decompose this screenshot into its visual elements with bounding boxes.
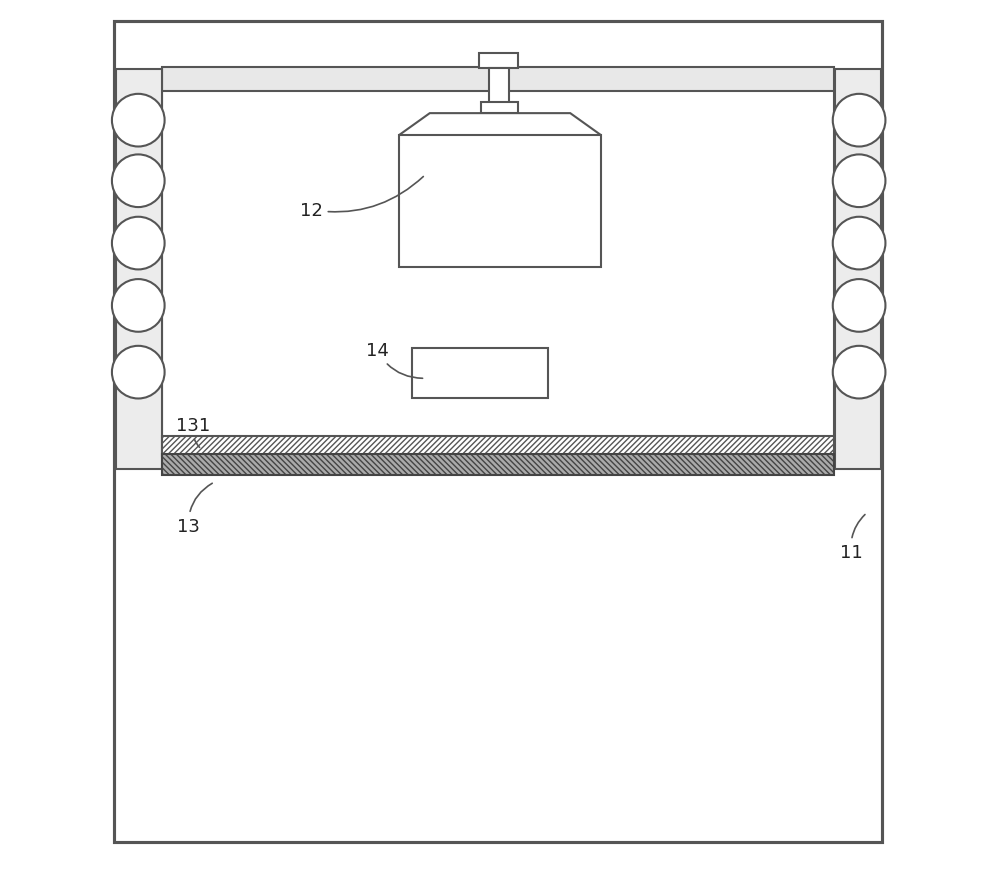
Bar: [412, 348, 548, 399]
Text: 131: 131: [176, 417, 210, 448]
Circle shape: [112, 346, 165, 399]
Circle shape: [833, 155, 885, 208]
Circle shape: [112, 95, 165, 147]
Bar: [116, 70, 162, 469]
Bar: [399, 136, 601, 267]
Circle shape: [112, 217, 165, 270]
Bar: [479, 53, 518, 69]
Circle shape: [112, 155, 165, 208]
Circle shape: [833, 217, 885, 270]
Bar: [162, 437, 834, 456]
Bar: [114, 22, 882, 842]
Bar: [481, 103, 518, 114]
Text: 14: 14: [366, 342, 423, 379]
Bar: [489, 69, 509, 104]
Bar: [835, 70, 881, 469]
Bar: [162, 454, 834, 475]
Text: 12: 12: [300, 177, 423, 219]
Bar: [162, 68, 834, 92]
Text: 13: 13: [177, 484, 212, 535]
Circle shape: [833, 95, 885, 147]
Text: 11: 11: [840, 515, 865, 561]
Bar: [162, 70, 834, 469]
Circle shape: [112, 280, 165, 332]
Circle shape: [833, 280, 885, 332]
Circle shape: [833, 346, 885, 399]
Polygon shape: [399, 114, 601, 136]
